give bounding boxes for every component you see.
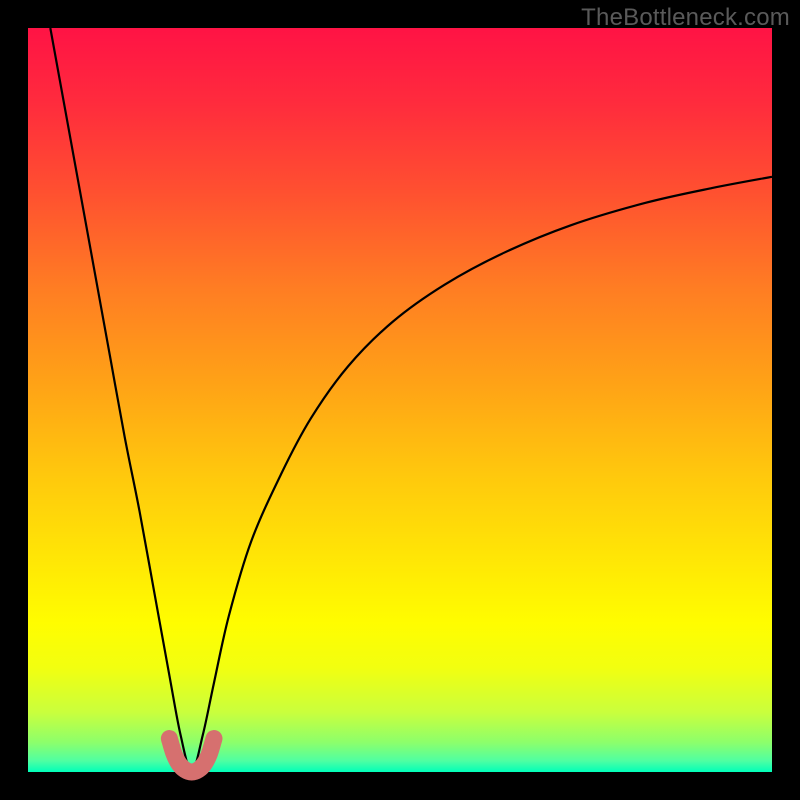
- chart-svg: [0, 0, 800, 800]
- watermark-text: TheBottleneck.com: [581, 4, 790, 32]
- chart-container: TheBottleneck.com: [0, 0, 800, 800]
- plot-gradient-background: [28, 28, 772, 772]
